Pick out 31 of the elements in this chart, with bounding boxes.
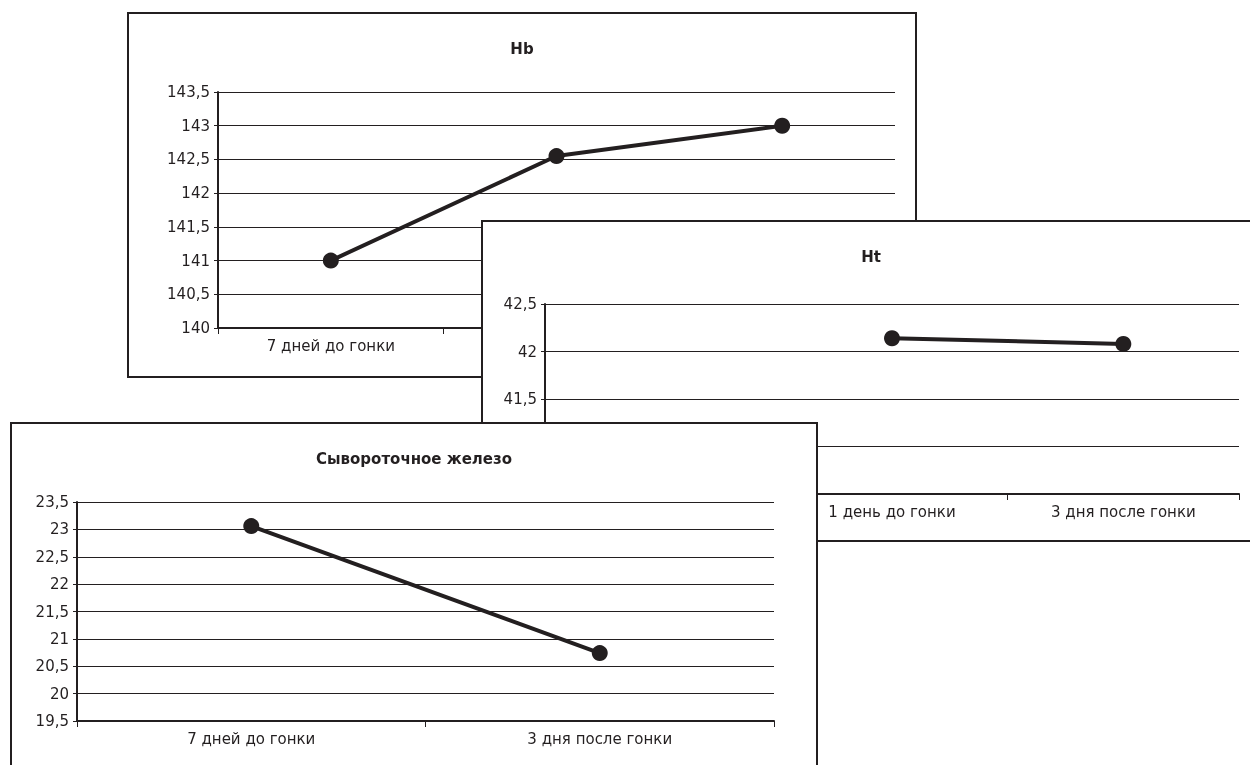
y-tick-label: 141	[181, 251, 210, 270]
y-tick-label: 42,5	[503, 295, 537, 313]
y-tick-label: 143	[181, 116, 210, 135]
x-tick-label: 7 дней до гонки	[187, 729, 316, 748]
y-tick-label: 23,5	[35, 493, 69, 511]
y-tick-label: 142,5	[167, 150, 210, 169]
y-tick-label: 19,5	[35, 712, 69, 730]
y-tick-label: 141,5	[167, 217, 210, 236]
y-tick-label: 21,5	[35, 602, 69, 621]
point	[548, 148, 565, 165]
x-tick-label: 3 дня после гонки	[527, 729, 673, 748]
y-tick-label: 22,5	[35, 547, 69, 566]
y-tick-label: 22	[49, 575, 69, 594]
point	[774, 117, 791, 134]
x-tick-label: 7 дней до гонки	[266, 336, 395, 355]
x-tick-label: 1 день до гонки	[828, 502, 956, 521]
y-tick-label: 140	[181, 319, 210, 337]
y-tick-label: 41,5	[503, 390, 537, 408]
y-tick-label: 42	[517, 342, 537, 361]
y-tick-label: 20	[49, 684, 69, 703]
chart-title: Ht	[861, 247, 881, 266]
y-tick-label: 21	[49, 629, 69, 648]
y-tick-label: 142	[181, 184, 210, 203]
x-tick-label: 3 дня после гонки	[1050, 502, 1196, 521]
point	[322, 252, 339, 269]
chart-title: Сывороточное железо	[315, 449, 513, 468]
y-tick-label: 143,5	[167, 83, 210, 101]
y-tick-label: 20,5	[35, 657, 69, 676]
chart-title: Hb	[510, 39, 534, 58]
y-tick-label: 23	[49, 520, 69, 539]
y-tick-label: 140,5	[167, 285, 210, 304]
